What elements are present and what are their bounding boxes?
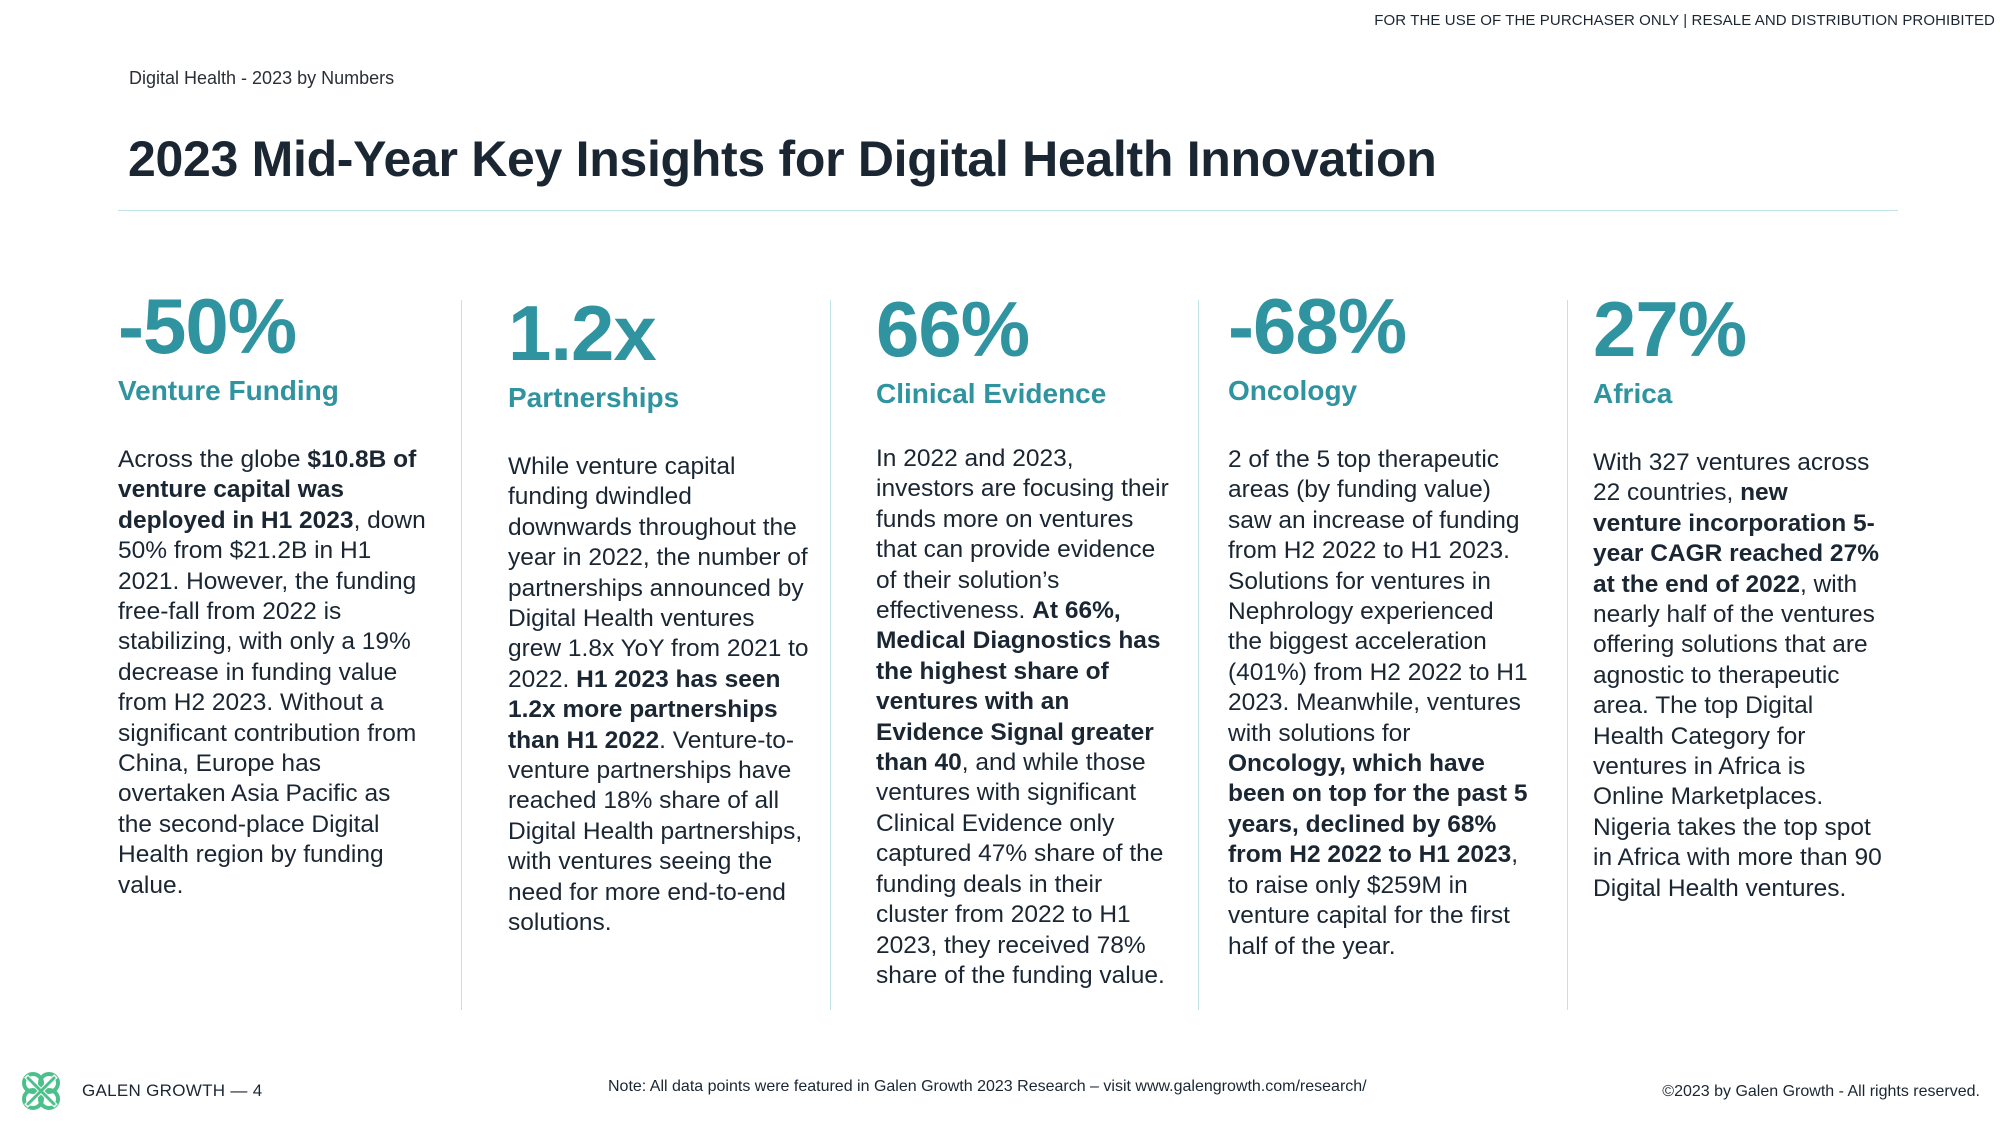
- insight-partnerships: 1.2x Partnerships While venture capital …: [508, 289, 809, 936]
- insight-clinical-evidence: 66% Clinical Evidence In 2022 and 2023, …: [876, 285, 1172, 989]
- usage-notice: FOR THE USE OF THE PURCHASER ONLY | RESA…: [1374, 12, 1995, 29]
- insight-stat: 27%: [1593, 285, 1747, 373]
- brand-page-number: GALEN GROWTH — 4: [82, 1081, 263, 1100]
- insight-label: Africa: [1593, 378, 1673, 409]
- insight-stat: 66%: [876, 285, 1030, 373]
- insight-africa: 27% Africa With 327 ventures across 22 c…: [1593, 285, 1889, 902]
- insight-body: While venture capital funding dwindled d…: [508, 453, 809, 937]
- insight-label: Clinical Evidence: [876, 378, 1107, 409]
- footer-brand: GALEN GROWTH — 4: [18, 1068, 263, 1114]
- column-divider: [1567, 300, 1568, 1010]
- insight-stat: -68%: [1228, 282, 1407, 370]
- research-footnote: Note: All data points were featured in G…: [608, 1078, 1367, 1095]
- page-title: 2023 Mid-Year Key Insights for Digital H…: [128, 131, 1437, 187]
- insight-venture-funding: -50% Venture Funding Across the globe $1…: [118, 282, 426, 899]
- insight-body: 2 of the 5 top therapeutic areas (by fun…: [1228, 446, 1528, 960]
- copyright: ©2023 by Galen Growth - All rights reser…: [1662, 1083, 1980, 1100]
- insight-label: Venture Funding: [118, 375, 339, 406]
- title-divider: [118, 210, 1898, 211]
- insight-oncology: -68% Oncology 2 of the 5 top therapeutic…: [1228, 282, 1528, 960]
- insight-label: Partnerships: [508, 382, 680, 413]
- galen-growth-logo-icon: [22, 1072, 60, 1110]
- breadcrumb: Digital Health - 2023 by Numbers: [129, 68, 395, 88]
- column-divider: [830, 300, 831, 1010]
- insight-body: Across the globe $10.8B of venture capit…: [118, 446, 426, 899]
- column-divider: [1198, 300, 1199, 1010]
- insight-stat: -50%: [118, 282, 297, 370]
- insight-body: In 2022 and 2023, investors are focusing…: [876, 445, 1169, 989]
- insight-stat: 1.2x: [508, 289, 657, 377]
- insight-label: Oncology: [1228, 375, 1358, 406]
- column-divider: [461, 300, 462, 1010]
- insight-body: With 327 ventures across 22 countries, n…: [1593, 449, 1882, 902]
